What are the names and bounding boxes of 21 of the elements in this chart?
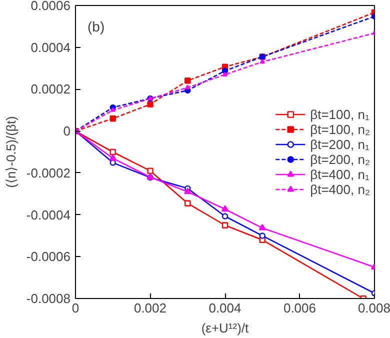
y-tick-label: -0.0008 [26, 291, 71, 306]
y-axis-title: (⟨n⟩-0.5)/(βt) [3, 116, 18, 188]
legend-label: βt=200, n₂ [310, 152, 370, 166]
y-tick-label: 0.0006 [30, 0, 71, 13]
legend-label: βt=400, n₁ [310, 166, 370, 182]
y-tick-label: 0 [63, 124, 71, 139]
legend-label: βt=400, n₂ [310, 182, 370, 196]
x-tick-label: 0.008 [358, 300, 390, 316]
legend-label: βt=100, n₂ [310, 122, 370, 136]
y-tick-label: -0.0006 [26, 249, 71, 264]
legend-label: βt=200, n₁ [310, 136, 370, 152]
x-tick-label: 0.004 [208, 300, 242, 316]
y-tick-label: 0.0004 [30, 40, 71, 55]
y-tick-label: -0.0002 [26, 165, 71, 180]
x-tick-label: 0.002 [134, 300, 167, 316]
y-tick-label: -0.0004 [26, 207, 71, 222]
x-axis-title: (ε+U¹²)/t [201, 320, 250, 336]
x-tick-label: 0.006 [283, 300, 316, 316]
annotation: (b) [88, 18, 105, 34]
y-tick-label: 0.0002 [30, 82, 71, 97]
legend-label: βt=100, n₁ [310, 106, 370, 122]
